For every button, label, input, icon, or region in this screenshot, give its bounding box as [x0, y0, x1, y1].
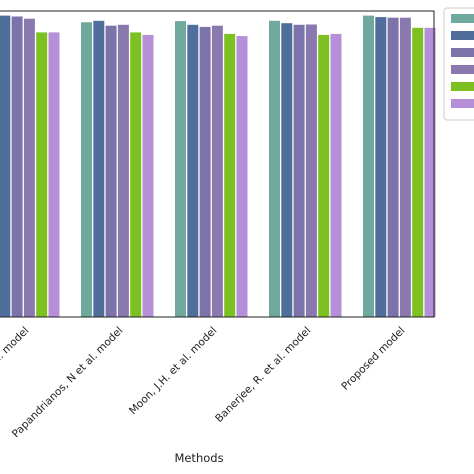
bar-0-4	[36, 32, 48, 318]
bar-4-3	[399, 17, 411, 317]
bar-0-1	[0, 15, 11, 317]
bar-1-4	[130, 32, 142, 318]
legend	[443, 7, 474, 121]
bar-3-0	[269, 20, 280, 318]
legend-swatch-3	[451, 65, 474, 74]
bar-4-5	[424, 27, 436, 318]
x-tick-label: Proposed model	[339, 325, 407, 393]
bar-1-1	[93, 20, 105, 318]
x-tick-label: A.F. et al. model	[0, 325, 31, 393]
bar-0-2	[11, 16, 23, 317]
legend-swatch-0	[451, 14, 474, 23]
bar-3-2	[293, 24, 305, 318]
x-tick-label: Moon, J.H. et al. model	[127, 325, 219, 417]
bar-1-5	[142, 34, 154, 318]
plot-frame	[0, 10, 435, 318]
bar-3-3	[305, 24, 317, 317]
bar-2-1	[187, 24, 199, 318]
bar-1-3	[117, 24, 129, 318]
x-tick-label: Papandrianos, N et al. model	[10, 325, 126, 441]
bar-1-0	[81, 22, 92, 318]
legend-swatch-1	[451, 31, 474, 40]
bar-2-5	[236, 36, 248, 317]
bar-2-4	[224, 33, 236, 318]
bar-0-3	[23, 18, 35, 317]
bar-2-2	[199, 26, 211, 318]
legend-swatch-2	[451, 48, 474, 57]
legend-swatch-4	[451, 82, 474, 91]
x-axis-title: Methods	[174, 451, 223, 465]
bar-2-3	[211, 25, 223, 317]
bar-4-0	[363, 15, 374, 317]
bar-4-1	[375, 17, 387, 317]
bar-4-4	[412, 27, 424, 318]
bar-3-4	[318, 34, 330, 318]
bars-group	[0, 15, 436, 318]
bar-0-5	[48, 32, 60, 318]
bar-4-2	[387, 17, 399, 317]
bar-3-5	[330, 33, 342, 318]
bar-2-0	[175, 21, 186, 317]
bar-3-1	[281, 23, 293, 317]
x-tick-label: Banerjee, R. et al. model	[213, 325, 313, 425]
bar-1-2	[105, 25, 117, 317]
legend-swatch-5	[451, 99, 474, 108]
